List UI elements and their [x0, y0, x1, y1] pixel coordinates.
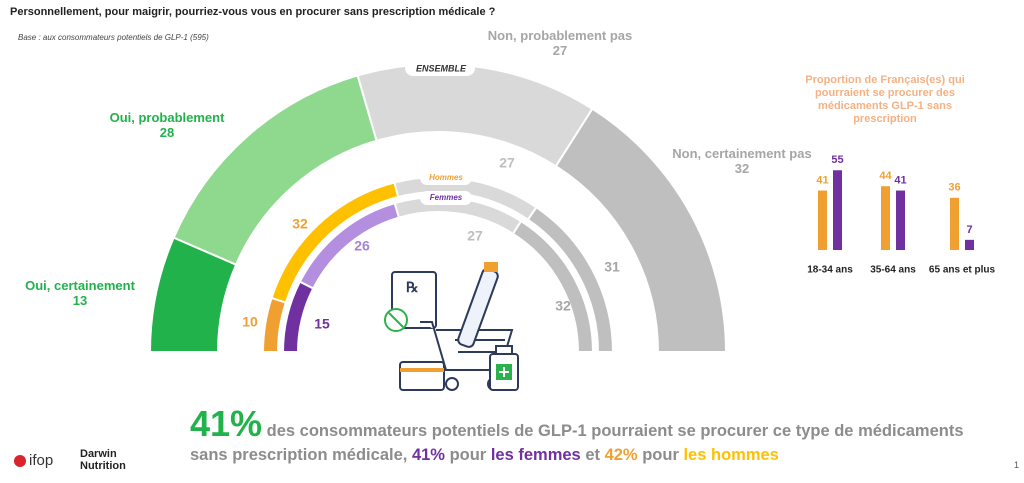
conclusion-text: pour	[449, 446, 487, 464]
ring-label: Hommes	[429, 173, 463, 182]
conclusion: 41% des consommateurs potentiels de GLP-…	[190, 406, 990, 467]
men-label: les hommes	[683, 446, 779, 464]
value-label: 32	[292, 216, 308, 232]
page-number: 1	[1014, 460, 1020, 470]
bar	[881, 186, 890, 250]
value-label: 27	[552, 43, 568, 58]
women-label: les femmes	[490, 446, 581, 464]
question: Personnellement, pour maigrir, pourriez-…	[10, 6, 496, 18]
category-label: Oui, probablement	[109, 110, 225, 125]
segment-label: Oui, probablement 28	[107, 110, 227, 140]
men-value: 42%	[604, 446, 638, 464]
bar	[965, 239, 974, 250]
value-label: 31	[604, 259, 620, 275]
label-notch	[405, 60, 475, 76]
value-label: 13	[72, 293, 88, 308]
value-label: 27	[467, 228, 483, 244]
label-notch	[420, 171, 472, 185]
logo-dot	[14, 454, 26, 467]
highlight-value: 41%	[190, 403, 263, 444]
arc-segment	[554, 107, 728, 353]
ifop-logo: ifop	[14, 452, 53, 469]
bar-chart-title: Proportion de Français(es) qui pourraien…	[805, 74, 965, 125]
value-label: 41	[816, 174, 828, 186]
value-label: 44	[879, 170, 892, 182]
bar	[896, 190, 905, 250]
arc-segment	[526, 205, 615, 353]
segment-label: Oui, certainement 13	[20, 278, 140, 308]
category-label: Non, probablement pas	[487, 28, 633, 43]
bar	[818, 190, 827, 250]
value-label: 32	[734, 161, 750, 176]
conclusion-text: et	[585, 446, 600, 464]
value-label: 41	[894, 174, 906, 186]
x-tick-label: 65 ans et plus	[929, 265, 996, 276]
illustration: ℞	[384, 262, 519, 391]
logo-text: ifop	[29, 452, 54, 469]
segment-label: Non, certainement pas 32	[672, 146, 812, 176]
women-value: 41%	[411, 446, 445, 464]
ring-label: Femmes	[430, 193, 463, 202]
value-label: 28	[159, 125, 175, 140]
segment-label: Non, probablement pas 27	[480, 28, 640, 58]
value-label: 10	[242, 314, 258, 330]
ring-label: ENSEMBLE	[416, 63, 467, 73]
value-label: 55	[831, 154, 843, 166]
value-label: 27	[499, 155, 515, 171]
svg-text:℞: ℞	[406, 279, 419, 295]
category-label: Oui, certainement	[25, 278, 135, 293]
arc-segment	[356, 63, 594, 168]
conclusion-text: des consommateurs potentiels de GLP-1 po…	[190, 422, 964, 464]
value-label: 26	[354, 238, 370, 254]
category-label: Non, certainement pas	[672, 146, 812, 161]
arc-segment	[511, 219, 595, 353]
value-label: 32	[555, 298, 571, 314]
label-notch	[420, 191, 472, 205]
value-label: 15	[314, 316, 330, 332]
base-note: Base : aux consommateurs potentiels de G…	[18, 33, 209, 42]
value-label: 7	[966, 224, 972, 236]
darwin-logo: Darwin Nutrition	[80, 448, 126, 472]
conclusion-text: pour	[642, 446, 679, 464]
bar	[950, 197, 959, 250]
x-tick-label: 18-34 ans	[807, 265, 853, 276]
x-tick-label: 35-64 ans	[870, 265, 916, 276]
value-label: 36	[948, 182, 960, 194]
bar	[833, 170, 842, 250]
